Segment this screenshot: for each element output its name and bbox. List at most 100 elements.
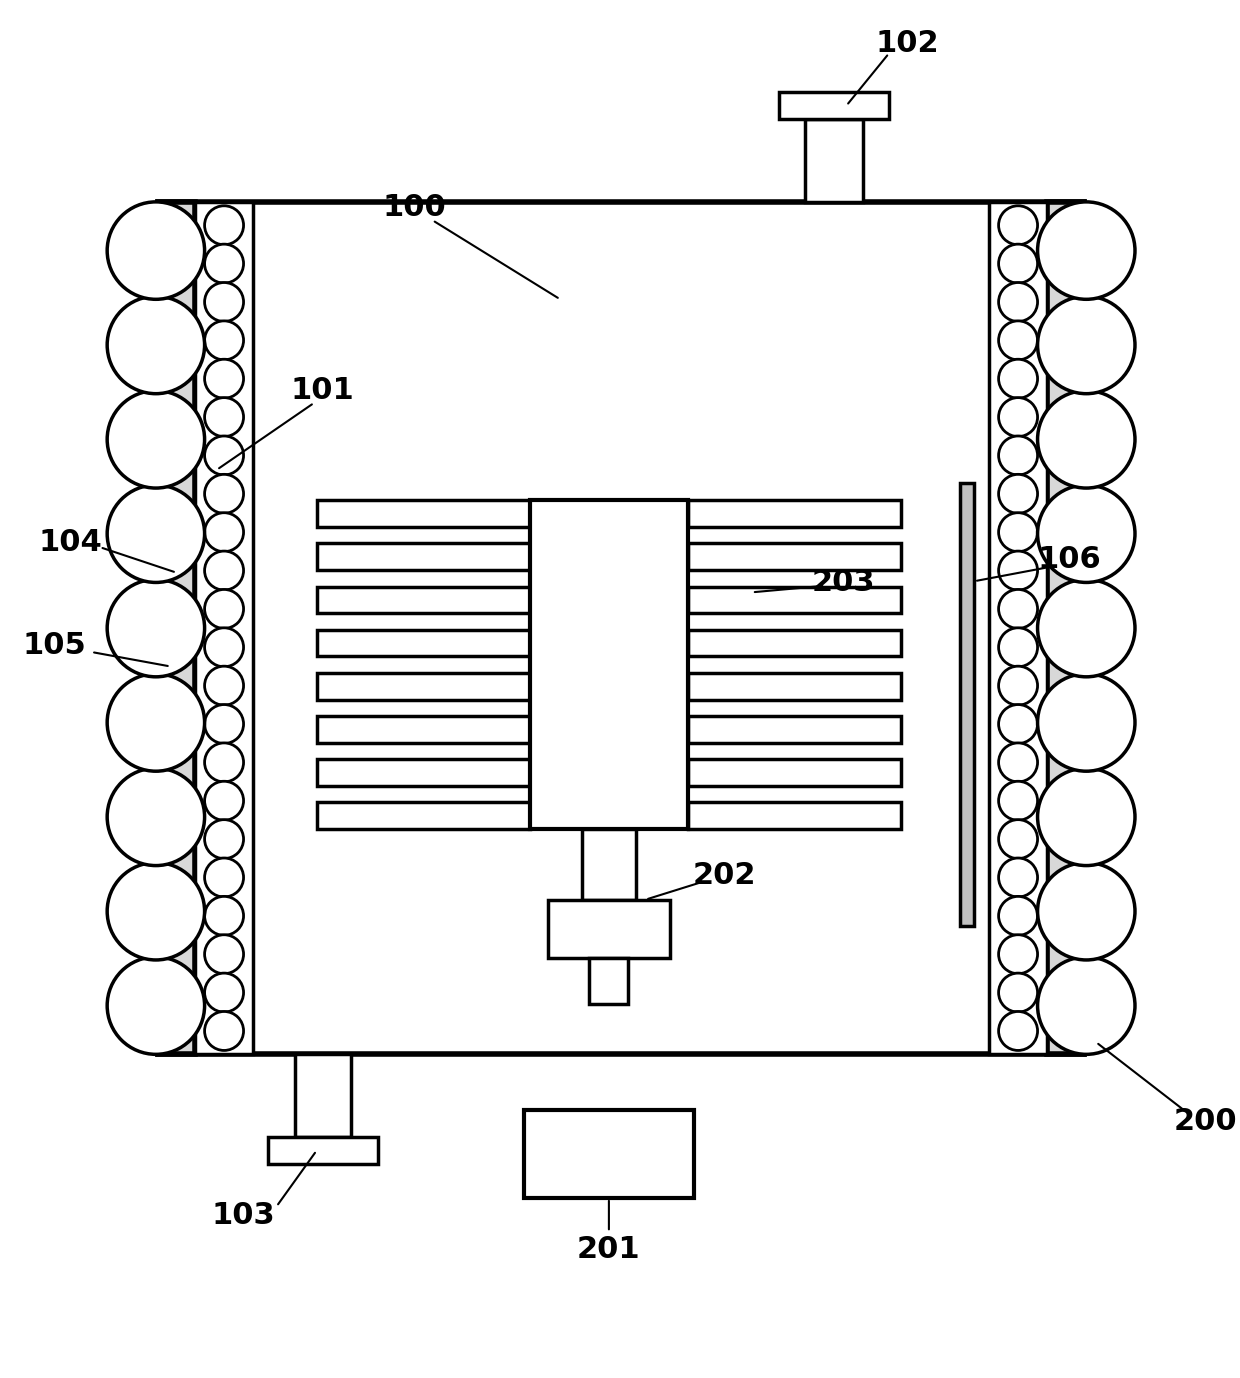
Circle shape bbox=[998, 551, 1038, 590]
Bar bbox=[780, 92, 889, 119]
Text: 201: 201 bbox=[577, 1235, 641, 1264]
Bar bbox=[316, 759, 529, 785]
Circle shape bbox=[998, 743, 1038, 781]
Bar bbox=[589, 958, 629, 1005]
Bar bbox=[688, 543, 901, 570]
Circle shape bbox=[998, 896, 1038, 936]
Circle shape bbox=[1038, 956, 1135, 1054]
Circle shape bbox=[998, 360, 1038, 398]
Circle shape bbox=[998, 858, 1038, 897]
Circle shape bbox=[205, 513, 243, 551]
Bar bbox=[316, 630, 529, 656]
Circle shape bbox=[998, 781, 1038, 820]
Text: 106: 106 bbox=[1038, 546, 1101, 575]
Bar bbox=[548, 900, 670, 958]
Text: 200: 200 bbox=[1174, 1107, 1238, 1135]
Circle shape bbox=[998, 321, 1038, 360]
Circle shape bbox=[998, 666, 1038, 706]
Circle shape bbox=[205, 590, 243, 628]
Circle shape bbox=[205, 934, 243, 974]
Bar bbox=[159, 203, 1084, 1054]
Circle shape bbox=[205, 896, 243, 936]
Bar bbox=[805, 119, 863, 203]
Circle shape bbox=[107, 674, 205, 772]
Circle shape bbox=[205, 244, 243, 282]
Circle shape bbox=[998, 590, 1038, 628]
Circle shape bbox=[205, 858, 243, 897]
Text: 105: 105 bbox=[22, 631, 87, 660]
Circle shape bbox=[205, 551, 243, 590]
Circle shape bbox=[1038, 768, 1135, 865]
Circle shape bbox=[205, 398, 243, 437]
Circle shape bbox=[998, 205, 1038, 245]
Circle shape bbox=[107, 956, 205, 1054]
Circle shape bbox=[998, 244, 1038, 282]
Bar bbox=[316, 802, 529, 830]
Circle shape bbox=[205, 321, 243, 360]
Circle shape bbox=[205, 820, 243, 858]
Circle shape bbox=[107, 296, 205, 394]
Bar bbox=[688, 802, 901, 830]
Text: 100: 100 bbox=[382, 193, 446, 222]
Bar bbox=[159, 203, 195, 1054]
Bar bbox=[316, 672, 529, 700]
Text: 202: 202 bbox=[693, 861, 756, 890]
Circle shape bbox=[998, 820, 1038, 858]
Circle shape bbox=[107, 863, 205, 960]
Circle shape bbox=[998, 628, 1038, 667]
Bar bbox=[688, 587, 901, 613]
Bar bbox=[688, 717, 901, 743]
Circle shape bbox=[998, 282, 1038, 321]
Circle shape bbox=[205, 743, 243, 781]
Text: 101: 101 bbox=[291, 376, 355, 405]
Circle shape bbox=[998, 934, 1038, 974]
Bar bbox=[688, 672, 901, 700]
Circle shape bbox=[1038, 863, 1135, 960]
Circle shape bbox=[107, 768, 205, 865]
Circle shape bbox=[107, 485, 205, 583]
Bar bbox=[523, 1111, 694, 1197]
Circle shape bbox=[205, 781, 243, 820]
Circle shape bbox=[205, 360, 243, 398]
Text: 103: 103 bbox=[212, 1200, 275, 1229]
Circle shape bbox=[107, 203, 205, 299]
Circle shape bbox=[998, 474, 1038, 514]
Bar bbox=[960, 484, 975, 926]
Circle shape bbox=[1038, 579, 1135, 677]
Circle shape bbox=[205, 474, 243, 514]
Circle shape bbox=[205, 628, 243, 667]
Bar bbox=[988, 203, 1048, 1054]
Bar bbox=[688, 759, 901, 785]
Circle shape bbox=[205, 435, 243, 475]
Text: 203: 203 bbox=[811, 568, 875, 597]
Circle shape bbox=[1038, 296, 1135, 394]
Circle shape bbox=[1038, 390, 1135, 488]
Text: 102: 102 bbox=[875, 29, 939, 58]
Circle shape bbox=[1038, 485, 1135, 583]
Text: 104: 104 bbox=[38, 528, 103, 557]
Bar bbox=[268, 1137, 377, 1164]
Circle shape bbox=[1038, 674, 1135, 772]
Bar bbox=[316, 543, 529, 570]
Circle shape bbox=[205, 666, 243, 706]
Circle shape bbox=[107, 390, 205, 488]
Circle shape bbox=[205, 205, 243, 245]
Bar bbox=[316, 717, 529, 743]
Circle shape bbox=[998, 435, 1038, 475]
Bar bbox=[582, 830, 636, 900]
Bar bbox=[529, 500, 688, 830]
Bar bbox=[195, 203, 253, 1054]
Circle shape bbox=[1038, 203, 1135, 299]
Circle shape bbox=[205, 973, 243, 1011]
Bar bbox=[316, 500, 529, 526]
Circle shape bbox=[205, 704, 243, 744]
Circle shape bbox=[107, 579, 205, 677]
Circle shape bbox=[998, 973, 1038, 1011]
Circle shape bbox=[205, 1011, 243, 1050]
Circle shape bbox=[998, 398, 1038, 437]
Bar bbox=[1048, 203, 1084, 1054]
Circle shape bbox=[205, 282, 243, 321]
Bar bbox=[295, 1054, 351, 1137]
Circle shape bbox=[998, 704, 1038, 744]
Bar bbox=[316, 587, 529, 613]
